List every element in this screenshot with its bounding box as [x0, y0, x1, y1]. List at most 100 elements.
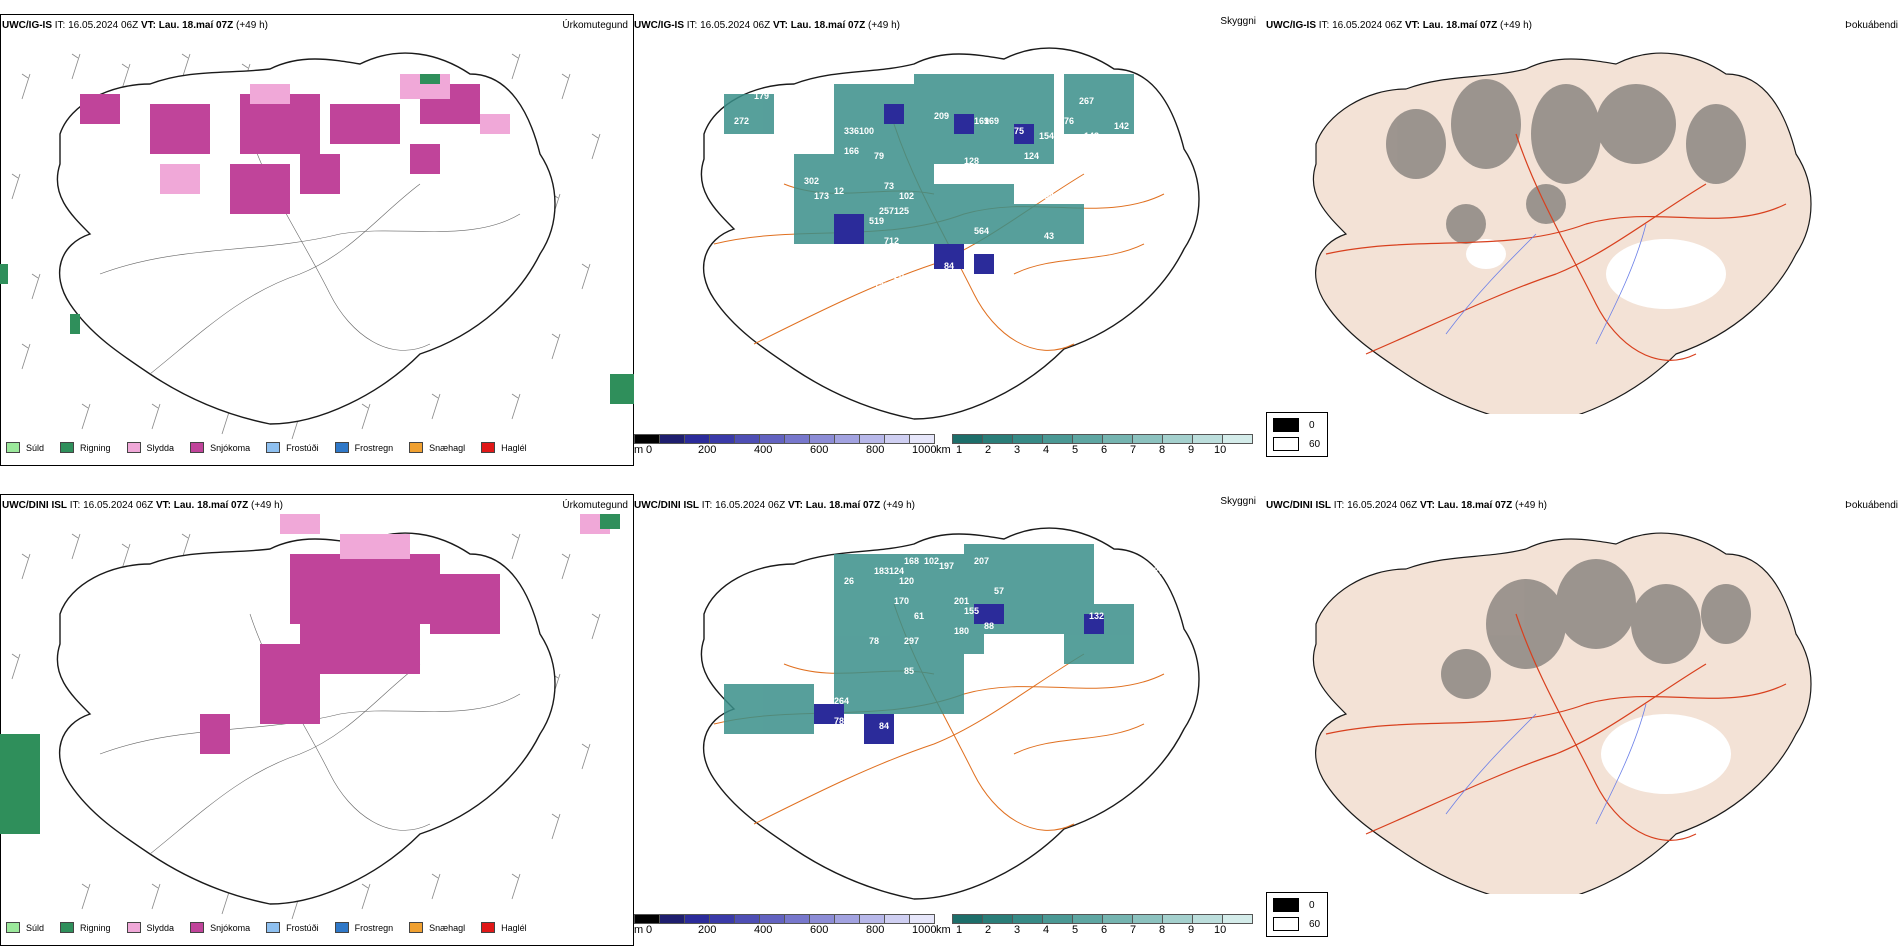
ceiling-value: 257: [879, 206, 894, 216]
ceiling-value: 267: [1079, 96, 1094, 106]
fog-key-row1: 0 60: [1266, 412, 1328, 457]
legend-swatch: [334, 922, 349, 933]
ceiling-scale: m 0 200 400 600 800 1000: [634, 914, 940, 936]
scale-tick: 9: [1188, 444, 1195, 456]
ceiling-value: 125: [894, 206, 909, 216]
scale-cell: [859, 434, 884, 444]
scale-tick: 6: [1101, 924, 1108, 936]
model-name: UWC/IG-IS: [2, 20, 52, 31]
ceiling-value: 143: [1084, 131, 1099, 141]
scale-tick: 4: [1043, 444, 1050, 456]
legend-swatch: [6, 922, 20, 933]
ceiling-value: 12: [834, 186, 844, 196]
scale-cell: [1222, 434, 1253, 444]
legend-item: Slydda: [126, 922, 174, 933]
ceiling-value: 712: [884, 236, 899, 246]
legend-item: Snæhagl: [409, 922, 465, 933]
scale-cell: [759, 434, 784, 444]
ceiling-value: 102: [924, 556, 939, 566]
ceiling-value: 336: [844, 126, 859, 136]
scale-cell: [784, 434, 809, 444]
it-label: IT:: [1318, 20, 1330, 31]
scale-tick: 400: [754, 444, 773, 456]
ceiling-map-row2: 168 102 183 124 197 120 207 215 279 170 …: [700, 527, 1200, 900]
legend-label: Súld: [26, 442, 45, 453]
ceiling-value: 302: [804, 176, 819, 186]
scale-tick: 10: [1214, 444, 1227, 456]
vt-label: VT:: [772, 20, 788, 31]
ceiling-value: 73: [884, 181, 894, 191]
snow-areas: [80, 84, 480, 214]
ceiling-value: 85: [904, 666, 914, 676]
ceiling-value: 209: [934, 111, 949, 121]
fog-key-swatch: [1273, 437, 1299, 451]
it-value: 16.05.2024 06Z: [1332, 20, 1403, 31]
it-label: IT:: [701, 500, 713, 511]
ceiling-value: 166: [844, 146, 859, 156]
scale-cell: [1012, 914, 1042, 924]
legend-item: Snjókoma: [190, 922, 250, 933]
ceiling-value: 83: [1084, 691, 1094, 701]
legend-item: Snjókoma: [190, 442, 250, 453]
legend-item: Frostregn: [334, 922, 393, 933]
scale-cell: [982, 434, 1012, 444]
ceiling-value: 25: [1089, 156, 1099, 166]
ceiling-value: 20: [894, 271, 904, 281]
precip-title: Úrkomutegund: [562, 20, 628, 31]
ceiling-value: 75: [1014, 126, 1024, 136]
scale-tick: 3: [1014, 444, 1021, 456]
model-name: UWC/DINI ISL: [2, 500, 67, 511]
ceiling-value: 169: [974, 116, 989, 126]
scale-cell: [834, 914, 859, 924]
roads-red: [1325, 133, 1787, 361]
ceiling-value: 20: [999, 268, 1009, 278]
ceiling-value: 125: [874, 281, 889, 291]
ceiling-value: 179: [754, 91, 769, 101]
ceiling-panel-row2: 168 102 183 124 197 120 207 215 279 170 …: [634, 494, 1268, 946]
scale-cell: [1222, 914, 1253, 924]
ceiling-areas: [814, 604, 1104, 744]
visibility-areas: [724, 544, 1134, 734]
it-value: 16.05.2024 06Z: [68, 20, 139, 31]
sleet-areas: [160, 74, 510, 194]
vt-label: VT:: [140, 20, 156, 31]
ceiling-value: 155: [964, 606, 979, 616]
ceiling-title: Skyggni: [1220, 16, 1256, 27]
legend-item: Frostúði: [266, 442, 319, 453]
ceiling-value: 154: [1039, 131, 1054, 141]
scale-unit: km: [936, 444, 951, 456]
scale-cell: [1132, 914, 1162, 924]
ceiling-value: 120: [899, 576, 914, 586]
legend-label: Snjókoma: [210, 922, 251, 933]
visibility-scale: km 1 2 3 4 5 6 7 8 9 10: [936, 434, 1258, 456]
legend-swatch: [481, 922, 496, 933]
ceiling-value: 173: [814, 191, 829, 201]
fog-key-swatch: [1273, 898, 1299, 912]
legend-swatch: [481, 442, 496, 453]
vt-value: Lau. 18.maí 07Z: [173, 500, 249, 511]
ceiling-value: 168: [904, 556, 919, 566]
visibility-scale-labels: km 1 2 3 4 5 6 7 8 9 10: [936, 444, 1258, 458]
ceiling-value: 373: [1094, 171, 1109, 181]
scale-cell: [1012, 434, 1042, 444]
legend-item: Rigning: [60, 922, 111, 933]
scale-cell: [684, 914, 709, 924]
ceiling-value: 69: [1054, 271, 1064, 281]
legend-swatch: [6, 442, 20, 453]
ceiling-value: 78: [869, 636, 879, 646]
scale-cell: [1132, 434, 1162, 444]
scale-cell: [1162, 914, 1192, 924]
legend-item: Frostúði: [266, 922, 319, 933]
lead-hours: (+49 h): [883, 500, 915, 511]
fog-key-row: 60: [1273, 437, 1321, 451]
legend-label: Frostúði: [286, 922, 319, 933]
legend-label: Haglél: [501, 922, 527, 933]
model-name: UWC/DINI ISL: [634, 500, 699, 511]
ceiling-value: 12: [804, 246, 814, 256]
ceiling-value: 180: [954, 626, 969, 636]
legend-label: Frostregn: [354, 442, 394, 453]
it-value: 16.05.2024 06Z: [715, 500, 786, 511]
panel-header: UWC/DINI ISL IT: 16.05.2024 06Z VT: Lau.…: [1266, 500, 1900, 518]
scale-cell: [659, 434, 684, 444]
ceiling-value: 215: [1094, 571, 1109, 581]
